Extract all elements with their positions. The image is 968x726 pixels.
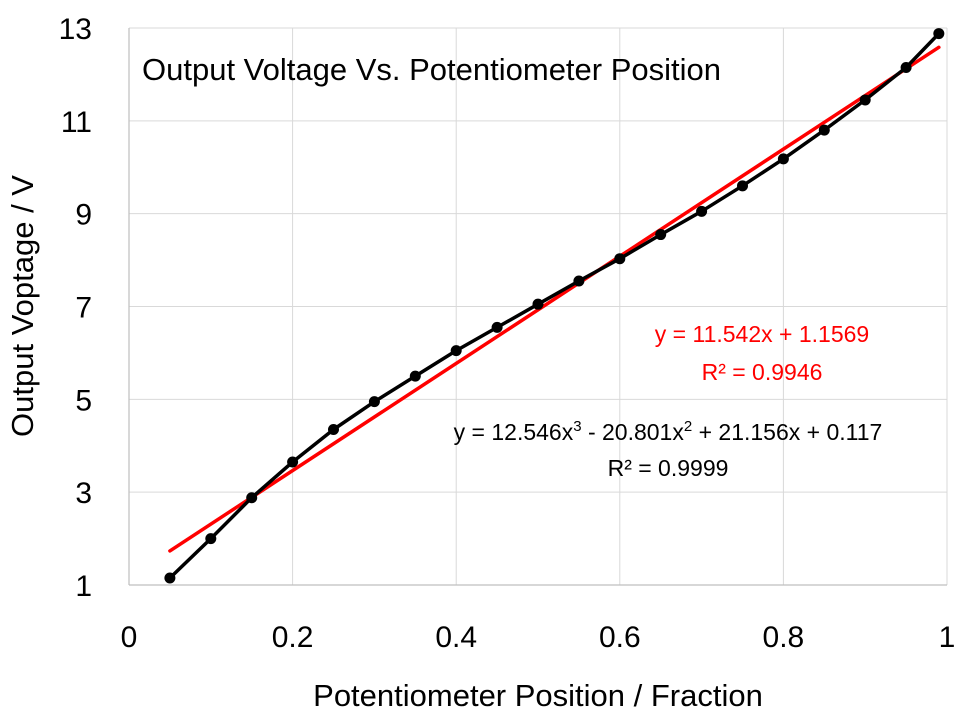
data-point [859,94,871,106]
x-tick-label: 0.8 [763,621,805,654]
data-point [655,229,667,241]
y-tick-label: 11 [61,106,92,139]
data-point [777,153,789,165]
x-axis-title: Potentiometer Position / Fraction [313,678,763,713]
data-point [900,61,912,73]
data-point [328,424,339,436]
polynomial-equation: y = 12.546x3 - 20.801x2 + 21.156x + 0.11… [454,418,883,445]
y-tick-label: 3 [75,477,92,510]
data-point [368,396,380,408]
axes [128,28,947,586]
data-point [532,298,544,310]
poly-eq-part-a: y = 12.546x [454,419,574,445]
data-point [246,492,258,504]
data-point [573,275,585,287]
x-tick-labels: 0 0.2 0.4 0.6 0.8 1 [121,621,956,654]
x-tick-label: 0 [121,621,138,654]
data-point [614,253,626,265]
poly-eq-part-b: - 20.801x [582,419,685,445]
linear-r2: R² = 0.9946 [702,359,823,385]
y-axis-title: Output Voptage / V [5,175,40,437]
x-tick-label: 0.2 [272,621,314,654]
data-point [737,180,748,192]
poly-eq-part-c: + 21.156x + 0.117 [692,419,882,445]
x-tick-label: 0.6 [599,621,641,654]
linear-trendline [168,45,941,553]
data-point [450,345,462,357]
data-point [409,370,421,382]
data-series [164,28,945,584]
y-tick-label: 13 [59,13,92,46]
poly-eq-exp-2: 2 [684,418,692,435]
data-point [491,321,503,333]
poly-eq-exp-3: 3 [573,418,581,435]
linear-trendline-line [168,45,941,553]
y-tick-label: 5 [75,384,92,417]
chart-title: Output Voltage Vs. Potentiometer Positio… [142,52,721,87]
y-tick-label: 1 [75,570,92,603]
data-point [818,124,830,136]
data-point [696,205,708,217]
data-point [205,533,217,545]
data-point [164,572,176,584]
series-line [168,32,941,580]
data-point [933,28,945,40]
x-tick-label: 0.4 [435,621,477,654]
polynomial-r2: R² = 0.9999 [608,455,729,481]
data-point [287,456,299,468]
linear-equation: y = 11.542x + 1.1569 [655,321,869,347]
x-tick-label: 1 [939,621,956,654]
y-tick-label: 7 [75,292,92,325]
y-tick-label: 9 [75,199,92,232]
